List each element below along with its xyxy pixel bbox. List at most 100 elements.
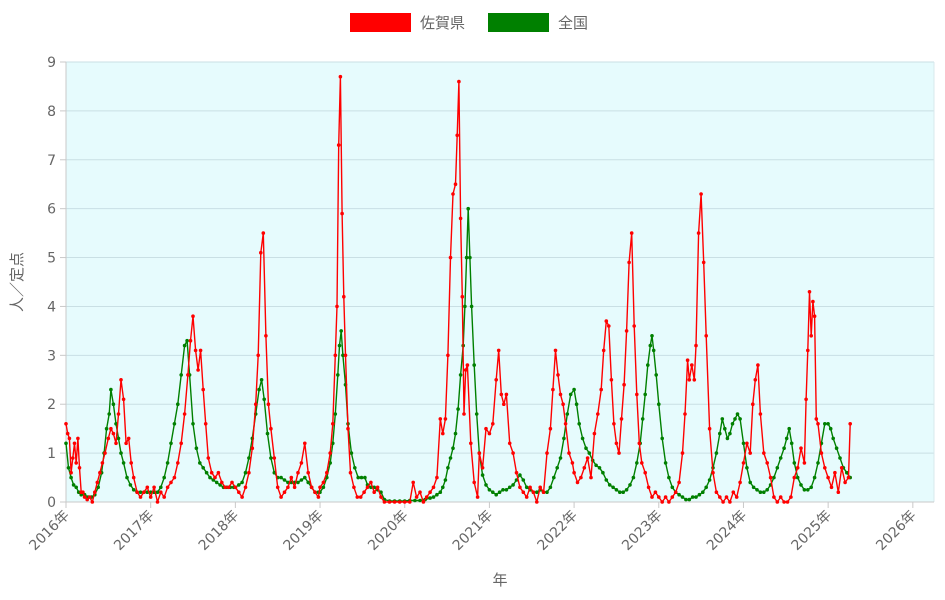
data-point	[677, 492, 681, 497]
data-point	[458, 373, 463, 377]
data-point	[799, 483, 803, 487]
gridlines	[65, 61, 935, 503]
data-point	[428, 496, 432, 500]
data-point	[129, 461, 133, 465]
data-point	[843, 480, 847, 485]
data-point	[785, 500, 790, 504]
data-point	[809, 334, 813, 338]
data-point	[731, 490, 736, 495]
data-point	[570, 461, 575, 465]
x-tick-label: 2024年	[704, 508, 750, 554]
data-point	[413, 498, 417, 503]
data-point	[457, 79, 461, 84]
data-point	[631, 475, 636, 480]
data-point	[292, 485, 297, 490]
legend-swatch[interactable]	[350, 13, 411, 32]
data-point	[85, 497, 89, 502]
y-tick-label: 5	[47, 251, 56, 267]
data-point	[538, 485, 542, 490]
data-point	[548, 485, 553, 490]
data-point	[677, 480, 681, 485]
data-point	[69, 475, 73, 480]
data-point	[145, 485, 150, 490]
data-point	[584, 446, 588, 451]
data-point	[782, 500, 786, 504]
data-point	[116, 412, 121, 416]
data-point	[259, 378, 264, 382]
data-point	[169, 441, 173, 446]
data-point	[751, 402, 755, 407]
data-point	[362, 490, 366, 495]
data-point	[784, 436, 789, 441]
data-point	[243, 470, 248, 475]
data-point	[162, 475, 166, 480]
data-point	[333, 412, 338, 416]
data-point	[491, 490, 495, 495]
series-layer	[64, 74, 852, 504]
data-point	[259, 250, 263, 255]
data-point	[567, 451, 571, 455]
y-tick-label: 8	[47, 104, 56, 120]
y-tick-label: 1	[47, 446, 56, 462]
data-point	[328, 451, 333, 455]
data-point	[431, 485, 436, 490]
y-tick-label: 0	[47, 495, 56, 511]
data-point	[592, 431, 597, 436]
data-point	[640, 417, 645, 421]
data-point	[812, 475, 817, 480]
data-point	[707, 478, 712, 482]
data-point	[692, 378, 697, 382]
data-point	[604, 319, 609, 323]
data-point	[337, 343, 342, 348]
data-point	[462, 412, 466, 416]
data-point	[418, 498, 422, 503]
data-point	[834, 446, 839, 451]
data-point	[441, 485, 445, 490]
x-axis-ticks: 2016年 2017年 2018年 2019年 2020年 2021年 2022年 2023年…	[26, 502, 920, 554]
data-point	[624, 329, 629, 333]
legend-label[interactable]: 全国	[558, 14, 588, 32]
data-point	[738, 480, 742, 485]
data-point	[558, 456, 563, 460]
legend-label[interactable]: 佐賀県	[420, 14, 465, 32]
data-point	[64, 422, 68, 426]
data-point	[100, 461, 105, 465]
data-point	[714, 490, 719, 495]
data-point	[604, 478, 609, 482]
x-tick-label: 2023年	[619, 508, 665, 554]
data-point	[243, 485, 248, 490]
data-point	[612, 422, 616, 426]
data-point	[135, 490, 139, 495]
data-point	[131, 475, 136, 480]
data-point	[128, 483, 133, 487]
data-point	[535, 490, 539, 495]
data-point	[646, 485, 651, 490]
data-point	[809, 485, 813, 490]
data-point	[69, 470, 73, 475]
data-point	[582, 466, 587, 470]
data-point	[572, 387, 576, 392]
x-axis-title: 年	[492, 571, 507, 589]
data-point	[778, 456, 783, 460]
data-point	[397, 500, 402, 504]
data-point	[531, 490, 536, 495]
data-point	[76, 490, 81, 495]
data-point	[159, 485, 163, 490]
data-point	[833, 470, 837, 475]
legend-swatch[interactable]	[488, 13, 549, 32]
data-point	[745, 441, 749, 446]
data-point	[387, 500, 392, 504]
data-point	[316, 495, 321, 499]
data-point	[282, 490, 287, 495]
data-point	[673, 490, 678, 495]
data-point	[683, 412, 687, 416]
data-point	[356, 475, 361, 480]
data-point	[201, 466, 205, 470]
data-point	[628, 483, 632, 487]
data-point	[453, 182, 458, 186]
data-point	[193, 348, 198, 353]
data-point	[714, 451, 719, 455]
data-point	[247, 470, 251, 475]
data-point	[624, 488, 629, 492]
data-point	[182, 412, 187, 416]
